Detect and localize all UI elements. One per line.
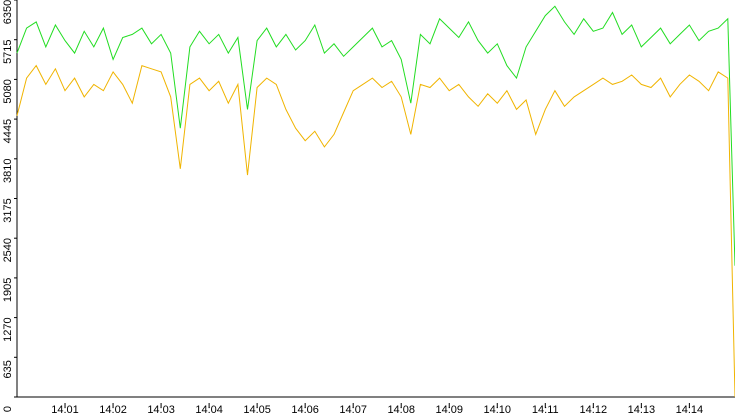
- x-tick-label: 14:05: [243, 404, 271, 415]
- x-tick-label: 14:09: [435, 404, 463, 415]
- x-tick-label: 14:12: [580, 404, 608, 415]
- y-tick-label: 1905: [2, 278, 14, 302]
- x-tick-label: 14:04: [195, 404, 223, 415]
- x-tick-label: 14:11: [532, 404, 559, 415]
- y-tick-label: 0: [2, 406, 14, 412]
- y-tick-label: 3810: [2, 159, 14, 183]
- x-tick-label: 14:03: [147, 404, 175, 415]
- series-line: [16, 64, 735, 398]
- x-tick-label: 14:07: [339, 404, 367, 415]
- y-tick-label: 4445: [2, 119, 14, 143]
- y-tick-label: 6350: [2, 0, 14, 24]
- x-tick-label: 14:14: [676, 404, 704, 415]
- y-tick-label: 3175: [2, 198, 14, 222]
- x-tick-label: 14:06: [291, 404, 319, 415]
- y-tick-label: 1270: [2, 317, 14, 341]
- x-tick-label: 14:01: [51, 404, 79, 415]
- x-tick-label: 14:02: [99, 404, 127, 415]
- y-tick-label: 5715: [2, 39, 14, 63]
- y-tick-label: 2540: [2, 238, 14, 262]
- x-tick-label: 14:13: [628, 404, 656, 415]
- y-tick-label: 5080: [2, 79, 14, 103]
- y-tick-label: 635: [2, 360, 14, 378]
- series-line: [16, 5, 735, 266]
- x-tick-label: 14:08: [387, 404, 415, 415]
- x-tick-label: 14:10: [484, 404, 512, 415]
